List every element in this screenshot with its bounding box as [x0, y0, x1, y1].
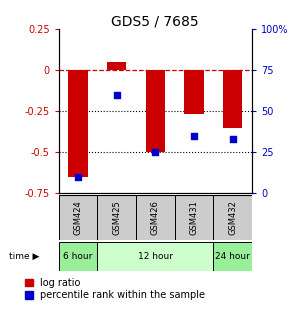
- Text: GSM426: GSM426: [151, 200, 160, 235]
- Bar: [59, 242, 97, 271]
- Point: [153, 149, 158, 155]
- Text: 24 hour: 24 hour: [215, 252, 250, 261]
- Bar: [68, 70, 88, 177]
- Text: GSM424: GSM424: [74, 200, 82, 235]
- Point: [192, 133, 196, 138]
- Bar: [107, 62, 126, 70]
- Legend: log ratio, percentile rank within the sample: log ratio, percentile rank within the sa…: [25, 278, 205, 300]
- Bar: [175, 195, 213, 240]
- Point: [230, 136, 235, 142]
- Text: GSM432: GSM432: [228, 200, 237, 235]
- Text: GSM425: GSM425: [112, 200, 121, 235]
- Bar: [213, 195, 252, 240]
- Bar: [223, 70, 242, 128]
- Text: 6 hour: 6 hour: [63, 252, 93, 261]
- Bar: [136, 195, 175, 240]
- Text: time ▶: time ▶: [9, 252, 39, 261]
- Point: [76, 174, 80, 179]
- Text: 12 hour: 12 hour: [138, 252, 173, 261]
- Bar: [59, 195, 97, 240]
- Bar: [97, 242, 213, 271]
- Point: [114, 92, 119, 97]
- Bar: [97, 195, 136, 240]
- Bar: [213, 242, 252, 271]
- Bar: [146, 70, 165, 152]
- Title: GDS5 / 7685: GDS5 / 7685: [111, 14, 199, 28]
- Bar: [184, 70, 204, 114]
- Text: GSM431: GSM431: [190, 200, 198, 235]
